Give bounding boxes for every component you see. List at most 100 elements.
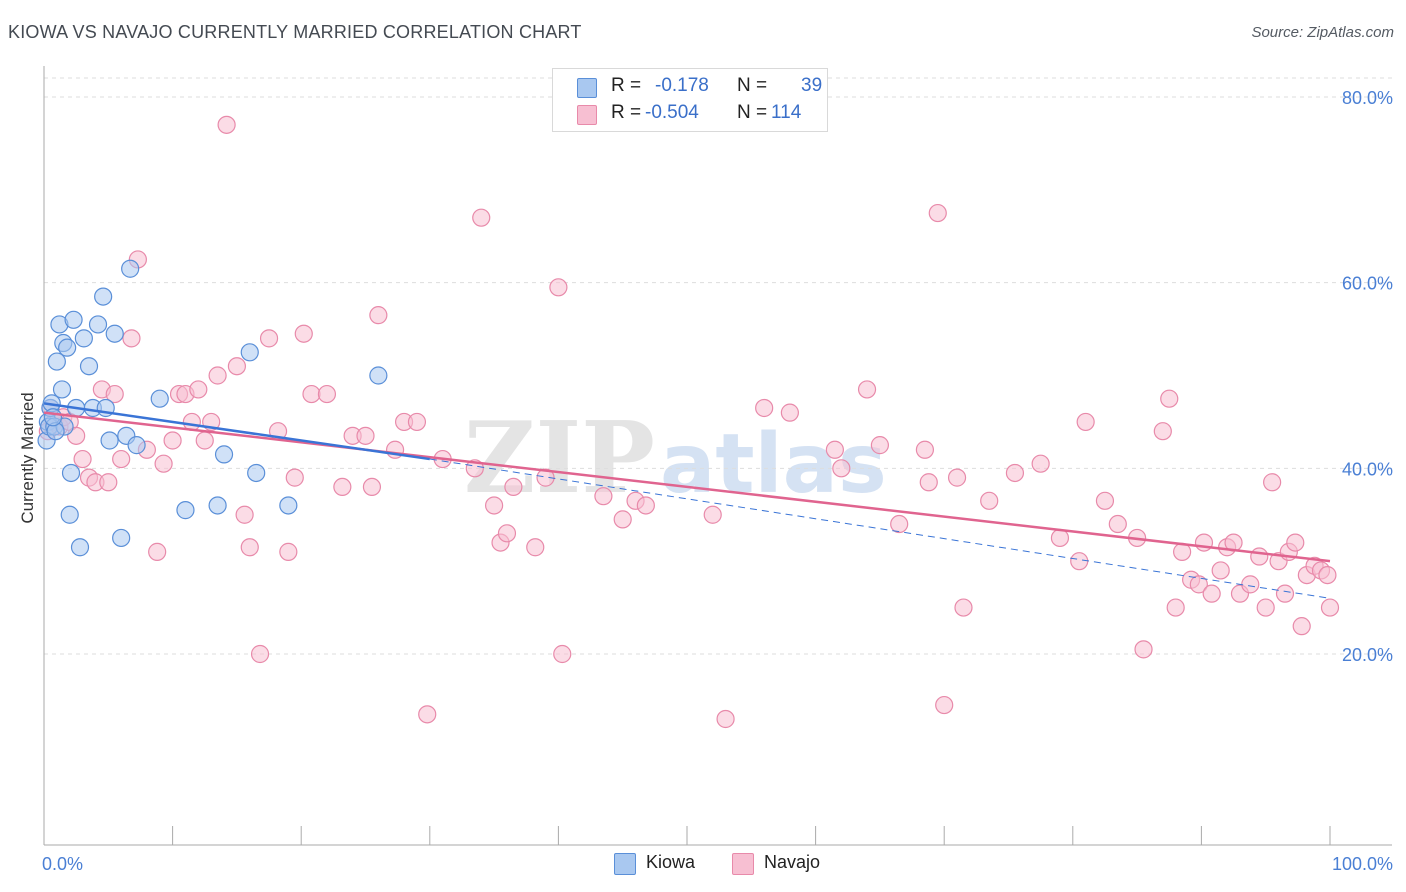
navajo-point [536, 468, 555, 487]
navajo-point [302, 384, 321, 404]
navajo-point [250, 644, 270, 664]
navajo-point [217, 115, 236, 134]
y-tick-label: 40.0% [1342, 459, 1393, 479]
r-value: -0.178 [655, 75, 709, 96]
navajo-point [356, 426, 375, 445]
kiowa-point [121, 259, 140, 278]
kiowa-point [247, 463, 266, 483]
navajo-point [73, 449, 92, 469]
navajo-point [1076, 412, 1095, 432]
navajo-swatch [577, 105, 597, 125]
navajo-point [832, 459, 851, 478]
trend-lines [43, 402, 1331, 599]
gridlines [44, 77, 1392, 655]
navajo-point [362, 477, 382, 496]
navajo-point [1189, 575, 1208, 594]
navajo-point [553, 644, 572, 664]
navajo-point [418, 705, 437, 724]
kiowa-trend-extension [429, 458, 1331, 599]
kiowa-point [58, 338, 77, 357]
navajo-point [1108, 514, 1127, 534]
navajo-point [870, 436, 890, 455]
r-value: -0.504 [645, 102, 699, 123]
navajo-point [1250, 547, 1269, 566]
navajo-point [317, 384, 337, 404]
navajo-point [279, 542, 298, 561]
series-legend: Kiowa Navajo [0, 852, 1406, 878]
navajo-point [716, 709, 735, 729]
navajo-point [1286, 533, 1305, 552]
tick-labels: 20.0% 40.0% 60.0% 80.0% 0.0% 100.0% [42, 88, 1393, 874]
navajo-point [1005, 463, 1025, 483]
navajo-point [122, 329, 141, 348]
navajo-point [594, 487, 613, 506]
kiowa-point [60, 505, 79, 524]
legend-label: Kiowa [646, 852, 696, 872]
navajo-point [915, 440, 935, 459]
y-tick-label: 60.0% [1342, 274, 1393, 294]
axes [43, 66, 1392, 846]
y-axis-label: Currently Married [18, 392, 37, 524]
r-label: R = [611, 75, 642, 96]
navajo-point [919, 473, 938, 492]
kiowa-swatch [577, 78, 597, 98]
navajo-point [1320, 598, 1340, 617]
kiowa-point [369, 366, 388, 385]
y-tick-label: 80.0% [1342, 88, 1393, 108]
navajo-point [112, 449, 131, 469]
navajo-point [1166, 598, 1185, 617]
watermark: ZIP atlas [464, 401, 887, 516]
x-tick-label: 100.0% [1332, 854, 1393, 874]
navajo-point [235, 505, 254, 524]
navajo-point [755, 398, 774, 418]
navajo-point [825, 440, 844, 459]
navajo-point [613, 510, 632, 529]
navajo-point [195, 431, 214, 450]
navajo-point [485, 496, 504, 515]
navajo-legend-swatch [732, 853, 754, 875]
navajo-point [163, 431, 182, 450]
navajo-point [549, 278, 568, 297]
kiowa-points [37, 259, 388, 557]
kiowa-point [94, 287, 113, 306]
navajo-point [240, 538, 259, 557]
kiowa-point [88, 315, 108, 334]
kiowa-point [127, 436, 146, 455]
navajo-point [1292, 617, 1311, 636]
navajo-point [1256, 598, 1275, 617]
chart-title: KIOWA VS NAVAJO CURRENTLY MARRIED CORREL… [8, 22, 582, 42]
navajo-point [369, 306, 388, 325]
source-label: Source: ZipAtlas.com [1251, 24, 1394, 41]
kiowa-point [74, 329, 93, 348]
navajo-point [154, 454, 173, 473]
navajo-point [1211, 561, 1230, 580]
navajo-point [259, 329, 279, 348]
navajo-point [472, 208, 491, 227]
kiowa-point [52, 380, 72, 399]
navajo-point [1263, 473, 1282, 492]
kiowa-point [208, 496, 227, 515]
y-tick-label: 20.0% [1342, 645, 1393, 665]
navajo-point [285, 468, 304, 487]
navajo-point [1318, 565, 1337, 585]
kiowa-point [279, 496, 298, 515]
kiowa-point [47, 352, 66, 371]
navajo-point [1050, 528, 1070, 548]
navajo-point [935, 695, 954, 715]
stats-legend: R = -0.178 N = 39 R = -0.504 N = 114 [552, 68, 828, 132]
navajo-point [333, 477, 352, 496]
navajo-point [1070, 552, 1089, 571]
r-label: R = [611, 102, 642, 123]
navajo-point [980, 491, 999, 510]
n-value: 114 [771, 102, 802, 123]
kiowa-point [176, 501, 195, 520]
navajo-point [928, 203, 947, 223]
navajo-point [1134, 640, 1153, 659]
navajo-point [504, 477, 523, 496]
navajo-trend-line [43, 411, 1331, 563]
kiowa-point [64, 310, 83, 329]
x-tick-label: 0.0% [42, 854, 83, 874]
navajo-point [780, 403, 799, 422]
kiowa-legend-swatch [614, 853, 636, 875]
